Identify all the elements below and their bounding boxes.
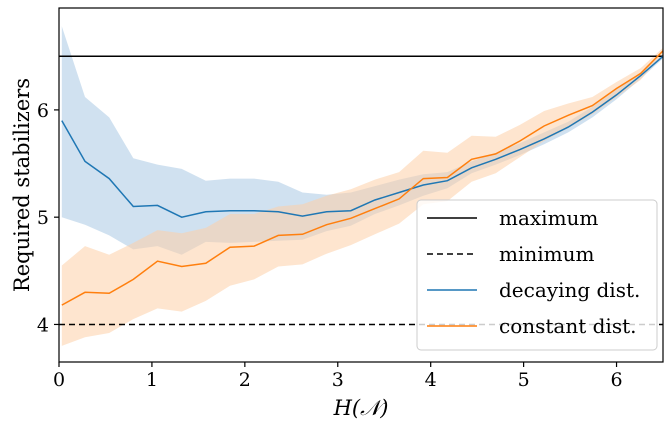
decaying-dist-line xyxy=(61,55,664,218)
constant-dist-line xyxy=(61,50,664,306)
y-tick-label: 5 xyxy=(37,207,49,229)
x-tick-label: 1 xyxy=(146,369,158,391)
y-tick-label: 4 xyxy=(37,314,49,336)
x-tick-label: 0 xyxy=(53,369,65,391)
x-axis-label: H(𝒩) xyxy=(333,396,389,420)
constant-dist-band xyxy=(61,47,664,346)
y-axis-ticks: 4 5 6 xyxy=(37,100,59,336)
x-tick-label: 6 xyxy=(610,369,622,391)
legend-label-maximum: maximum xyxy=(499,206,598,230)
x-tick-label: 4 xyxy=(425,369,437,391)
legend-label-decaying-dist: decaying dist. xyxy=(499,278,640,302)
legend-label-constant-dist: constant dist. xyxy=(499,314,636,338)
confidence-bands xyxy=(61,26,664,346)
y-tick-label: 6 xyxy=(37,100,49,122)
x-axis-ticks: 0 1 2 3 4 5 6 xyxy=(53,362,623,391)
legend-box xyxy=(416,199,658,351)
y-axis-label: Required stabilizers xyxy=(10,78,34,292)
x-tick-label: 3 xyxy=(332,369,344,391)
plot-frame xyxy=(58,7,664,363)
x-tick-label: 2 xyxy=(239,369,251,391)
legend-label-minimum: minimum xyxy=(499,242,594,266)
series-lines xyxy=(61,50,664,306)
decaying-dist-band xyxy=(61,26,664,255)
legend: maximum minimum decaying dist. constant dis… xyxy=(416,199,658,351)
x-tick-label: 5 xyxy=(518,369,530,391)
